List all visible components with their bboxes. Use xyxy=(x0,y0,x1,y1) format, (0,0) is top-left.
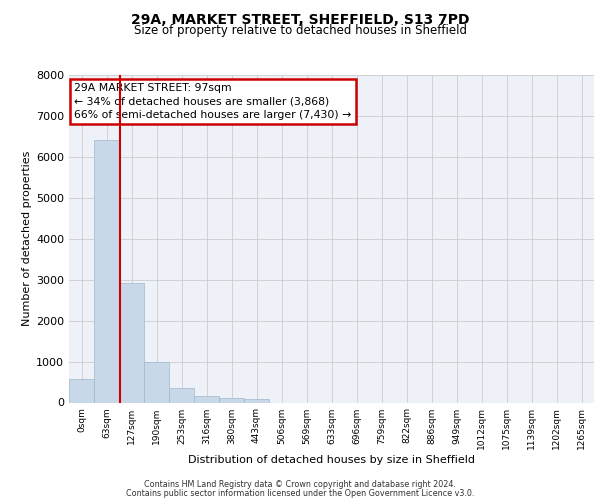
Text: Contains HM Land Registry data © Crown copyright and database right 2024.: Contains HM Land Registry data © Crown c… xyxy=(144,480,456,489)
Bar xyxy=(169,388,194,402)
Bar xyxy=(144,362,169,403)
Bar xyxy=(194,396,219,402)
Bar xyxy=(244,399,269,402)
Text: Contains public sector information licensed under the Open Government Licence v3: Contains public sector information licen… xyxy=(126,488,474,498)
X-axis label: Distribution of detached houses by size in Sheffield: Distribution of detached houses by size … xyxy=(188,455,475,465)
Text: Size of property relative to detached houses in Sheffield: Size of property relative to detached ho… xyxy=(133,24,467,37)
Bar xyxy=(69,379,94,402)
Text: 29A MARKET STREET: 97sqm
← 34% of detached houses are smaller (3,868)
66% of sem: 29A MARKET STREET: 97sqm ← 34% of detach… xyxy=(74,83,352,120)
Text: 29A, MARKET STREET, SHEFFIELD, S13 7PD: 29A, MARKET STREET, SHEFFIELD, S13 7PD xyxy=(131,12,469,26)
Y-axis label: Number of detached properties: Number of detached properties xyxy=(22,151,32,326)
Bar xyxy=(94,140,119,402)
Bar xyxy=(219,398,244,402)
Bar xyxy=(119,283,144,403)
